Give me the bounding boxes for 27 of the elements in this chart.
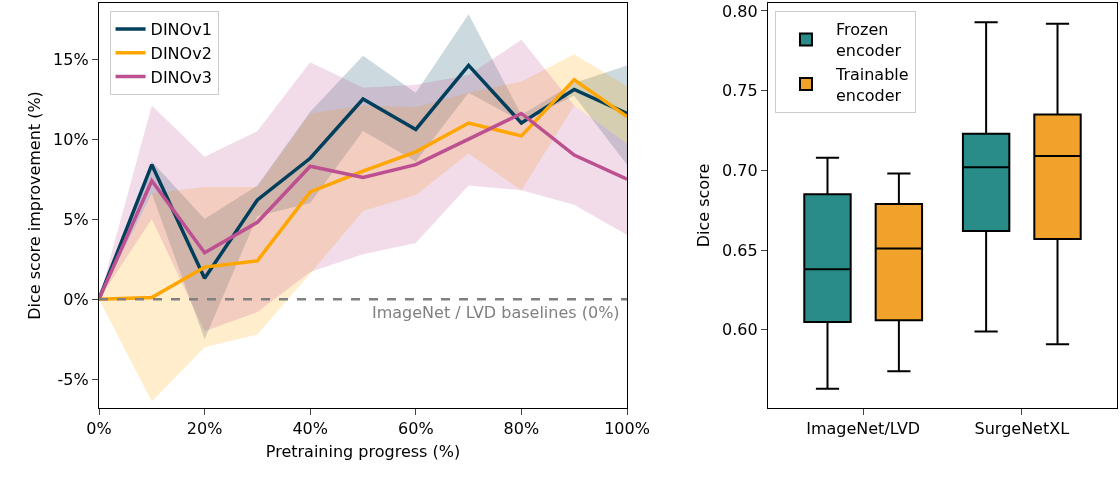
x-tick-label: ImageNet/LVD bbox=[806, 419, 921, 439]
x-tick-label: 0% bbox=[86, 419, 112, 439]
legend-label: DINOv2 bbox=[150, 44, 212, 64]
legend-label: DINOv1 bbox=[150, 20, 212, 40]
y-tick-label: 5% bbox=[63, 209, 89, 229]
y-tick-label: -5% bbox=[57, 369, 89, 389]
x-tick-label: 60% bbox=[398, 419, 434, 439]
legend-label: DINOv3 bbox=[150, 67, 212, 87]
y-tick-label: 0.60 bbox=[721, 320, 758, 340]
x-tick-label: 20% bbox=[186, 419, 223, 439]
x-tick-label: SurgeNetXL bbox=[974, 419, 1070, 439]
y-tick-label: 0% bbox=[63, 289, 89, 309]
y-tick-label: 0.65 bbox=[721, 240, 758, 260]
y-tick-label: 0.80 bbox=[721, 1, 758, 21]
x-tick-label: 40% bbox=[292, 419, 328, 439]
legend-label: Frozen encoder bbox=[835, 20, 902, 61]
legend-label: Trainable encoder bbox=[834, 64, 909, 105]
y-tick-label: 10% bbox=[53, 129, 89, 149]
x-tick-label: 100% bbox=[604, 419, 650, 439]
y-tick-label: 0.70 bbox=[721, 161, 758, 181]
y-tick-label: 15% bbox=[53, 49, 89, 69]
y-axis-title: Dice score bbox=[693, 163, 713, 248]
y-axis-title: Dice score improvement (%) bbox=[25, 91, 45, 320]
ref-line-label: ImageNet / LVD baselines (0%) bbox=[372, 303, 620, 322]
y-tick-label: 0.75 bbox=[721, 81, 758, 101]
x-tick-label: 80% bbox=[503, 419, 540, 439]
x-axis-title: Pretraining progress (%) bbox=[265, 442, 461, 461]
